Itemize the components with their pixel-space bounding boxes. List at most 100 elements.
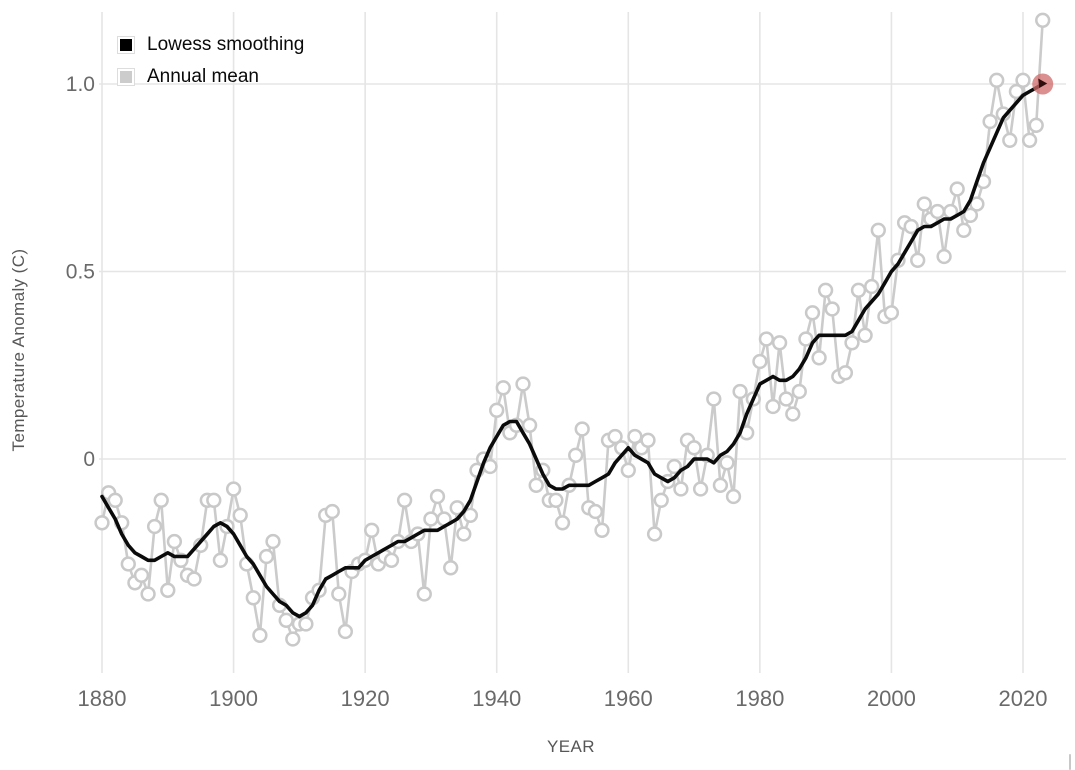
annual-mean-point bbox=[521, 417, 538, 433]
x-tick-label: 1920 bbox=[341, 686, 390, 711]
annual-mean-point bbox=[429, 488, 446, 505]
annual-mean-point bbox=[107, 492, 123, 508]
annual-mean-point bbox=[883, 305, 900, 321]
annual-mean-point bbox=[752, 353, 768, 370]
lowess-swatch bbox=[117, 36, 135, 54]
annual-mean-point bbox=[489, 402, 505, 418]
annual-mean-point bbox=[120, 556, 136, 572]
annual-mean-point bbox=[146, 518, 163, 535]
annual-mean-point bbox=[837, 365, 854, 381]
annual-mean-point bbox=[206, 492, 222, 508]
x-axis-title: YEAR bbox=[547, 737, 595, 756]
annual-mean-point bbox=[383, 552, 400, 568]
annual-mean-point bbox=[936, 248, 952, 265]
y-tick-label: 1.0 bbox=[66, 73, 95, 96]
annual-mean-point bbox=[133, 567, 150, 583]
annual-mean-point bbox=[969, 196, 985, 212]
annual-mean-point bbox=[298, 616, 314, 632]
annual-mean-point bbox=[864, 278, 880, 295]
tick-labels: 1880 1900 1920 1940 1960 1980 2000 2020 0 0.5 1.0 bbox=[66, 73, 1048, 711]
annual-mean-point bbox=[337, 623, 354, 640]
annual-mean-point bbox=[225, 481, 242, 497]
annual-mean-point bbox=[449, 500, 465, 516]
x-tick-label: 2020 bbox=[999, 686, 1048, 711]
x-tick-label: 1900 bbox=[209, 686, 258, 711]
legend-item-annual[interactable]: Annual mean bbox=[117, 65, 304, 89]
scrollbar-fragment[interactable] bbox=[1069, 754, 1071, 770]
x-tick-label: 1980 bbox=[735, 686, 784, 711]
annual-mean-point bbox=[857, 327, 873, 343]
gridlines bbox=[99, 12, 1066, 673]
annual-mean-point bbox=[646, 526, 663, 542]
annual-mean-point bbox=[364, 522, 380, 538]
annual-mean-point bbox=[903, 218, 919, 235]
annual-mean-point bbox=[252, 627, 268, 643]
annual-mean-point bbox=[725, 488, 742, 505]
annual-mean-point bbox=[186, 571, 202, 587]
annual-mean-point bbox=[245, 590, 261, 606]
legend-label-annual: Annual mean bbox=[147, 66, 259, 87]
annual-mean-point bbox=[962, 207, 979, 223]
annual-mean-point bbox=[798, 331, 814, 347]
annual-swatch bbox=[117, 68, 135, 86]
annual-mean-point bbox=[989, 72, 1005, 88]
annual-mean-line bbox=[100, 20, 1044, 641]
annual-mean-point bbox=[673, 481, 689, 497]
annual-mean-point bbox=[1008, 83, 1025, 100]
annual-mean-point bbox=[817, 282, 834, 298]
y-axis-title: Temperature Anomaly (C) bbox=[9, 249, 28, 452]
annual-mean-point bbox=[495, 380, 511, 396]
annual-mean-point bbox=[771, 335, 788, 351]
annual-mean-point bbox=[232, 507, 248, 523]
annual-mean-point bbox=[916, 196, 932, 212]
annual-mean-point bbox=[554, 515, 571, 531]
annual-mean-point bbox=[1021, 132, 1038, 148]
annual-mean-point bbox=[910, 252, 926, 268]
annual-mean-point bbox=[1002, 132, 1018, 148]
annual-mean-point bbox=[929, 203, 946, 220]
x-tick-label: 1960 bbox=[604, 686, 653, 711]
annual-mean-point bbox=[587, 503, 604, 520]
annual-mean-point bbox=[765, 398, 781, 415]
annual-mean-point bbox=[574, 421, 590, 437]
annual-mean-point bbox=[153, 492, 169, 508]
annual-mean-point bbox=[548, 492, 564, 508]
data-series bbox=[94, 12, 1054, 647]
annual-mean-point bbox=[785, 406, 801, 422]
annual-mean-point bbox=[732, 383, 748, 400]
annual-mean-point bbox=[811, 350, 827, 366]
annual-mean-point bbox=[443, 560, 459, 576]
legend-item-lowess[interactable]: Lowess smoothing bbox=[117, 33, 304, 57]
annual-mean-point bbox=[870, 222, 886, 238]
annual-mean-point bbox=[278, 612, 294, 628]
annual-mean-point bbox=[160, 582, 176, 598]
annual-mean-point bbox=[324, 503, 340, 520]
legend-label-lowess: Lowess smoothing bbox=[147, 34, 305, 55]
annual-mean-point bbox=[265, 533, 281, 550]
annual-mean-point bbox=[956, 222, 972, 238]
annual-mean-point bbox=[719, 455, 735, 471]
x-tick-label: 1940 bbox=[472, 686, 521, 711]
annual-mean-point bbox=[640, 432, 656, 448]
annual-mean-point bbox=[804, 305, 821, 321]
annual-mean-point bbox=[396, 492, 413, 508]
annual-mean-point bbox=[850, 282, 867, 298]
x-tick-label: 1880 bbox=[78, 686, 127, 711]
annual-mean-point bbox=[824, 301, 840, 317]
annual-mean-point bbox=[1028, 117, 1044, 133]
annual-mean-point bbox=[607, 428, 623, 445]
annual-mean-point bbox=[758, 331, 775, 347]
y-tick-label: 0.5 bbox=[66, 261, 95, 284]
annual-mean-point bbox=[515, 376, 531, 392]
annual-mean-point bbox=[568, 447, 584, 463]
annual-mean-point bbox=[712, 477, 729, 493]
legend: Lowess smoothing Annual mean bbox=[117, 33, 304, 97]
annual-mean-point bbox=[258, 548, 275, 565]
annual-mean-point bbox=[331, 586, 347, 602]
annual-mean-point bbox=[594, 522, 610, 538]
annual-mean-point bbox=[791, 383, 807, 400]
annual-mean-point bbox=[666, 458, 682, 475]
annual-mean-point bbox=[982, 113, 998, 130]
